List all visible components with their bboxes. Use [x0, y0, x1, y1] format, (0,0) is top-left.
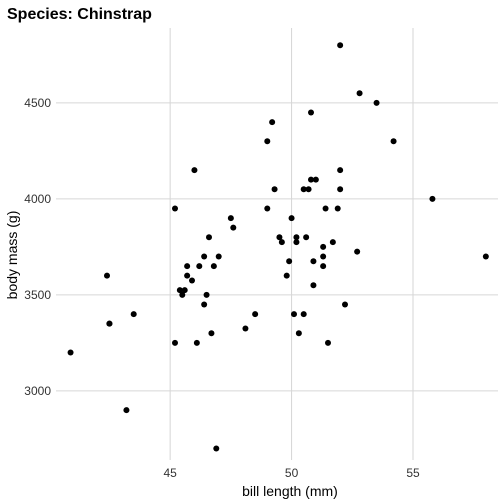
data-point — [201, 301, 207, 307]
data-point — [208, 330, 214, 336]
data-point — [184, 263, 190, 269]
data-point — [291, 311, 297, 317]
data-point — [201, 253, 207, 259]
data-points — [68, 42, 489, 451]
data-point — [204, 292, 210, 298]
data-point — [308, 109, 314, 115]
data-point — [272, 186, 278, 192]
y-tick-label: 3500 — [24, 288, 51, 302]
data-point — [216, 253, 222, 259]
chart-title: Species: Chinstrap — [7, 6, 152, 23]
x-axis-label: bill length (mm) — [242, 483, 338, 499]
data-point — [313, 177, 319, 183]
y-tick-label: 3000 — [24, 384, 51, 398]
data-point — [391, 138, 397, 144]
x-tick-label: 55 — [406, 466, 420, 480]
data-point — [104, 273, 110, 279]
data-point — [172, 205, 178, 211]
x-axis-ticks: 45 50 55 — [163, 466, 420, 480]
data-point — [196, 263, 202, 269]
data-point — [301, 311, 307, 317]
data-point — [242, 325, 248, 331]
data-point — [320, 253, 326, 259]
data-point — [335, 205, 341, 211]
data-point — [296, 330, 302, 336]
data-point — [337, 186, 343, 192]
grid-lines — [56, 28, 498, 460]
y-axis-label: body mass (g) — [4, 211, 20, 300]
data-point — [337, 167, 343, 173]
data-point — [284, 273, 290, 279]
data-point — [303, 234, 309, 240]
data-point — [354, 249, 360, 255]
data-point — [374, 100, 380, 106]
data-point — [264, 205, 270, 211]
data-point — [310, 282, 316, 288]
data-point — [211, 263, 217, 269]
y-tick-label: 4500 — [24, 96, 51, 110]
data-point — [184, 273, 190, 279]
data-point — [286, 258, 292, 264]
data-point — [483, 253, 489, 259]
x-tick-label: 50 — [285, 466, 299, 480]
data-point — [230, 225, 236, 231]
data-point — [191, 167, 197, 173]
data-point — [106, 321, 112, 327]
data-point — [310, 258, 316, 264]
data-point — [325, 340, 331, 346]
data-point — [357, 90, 363, 96]
data-point — [172, 340, 178, 346]
x-tick-label: 45 — [163, 466, 177, 480]
data-point — [306, 186, 312, 192]
data-point — [206, 234, 212, 240]
data-point — [320, 263, 326, 269]
data-point — [68, 349, 74, 355]
data-point — [252, 311, 258, 317]
data-point — [342, 301, 348, 307]
data-point — [337, 42, 343, 48]
data-point — [189, 277, 195, 283]
data-point — [289, 215, 295, 221]
data-point — [123, 407, 129, 413]
data-point — [279, 239, 285, 245]
data-point — [213, 445, 219, 451]
data-point — [131, 311, 137, 317]
data-point — [269, 119, 275, 125]
data-point — [228, 215, 234, 221]
data-point — [293, 239, 299, 245]
y-tick-label: 4000 — [24, 192, 51, 206]
data-point — [264, 138, 270, 144]
data-point — [179, 292, 185, 298]
data-point — [194, 340, 200, 346]
data-point — [320, 244, 326, 250]
data-point — [429, 196, 435, 202]
y-axis-ticks: 3000 3500 4000 4500 — [24, 96, 51, 398]
data-point — [330, 239, 336, 245]
data-point — [323, 205, 329, 211]
